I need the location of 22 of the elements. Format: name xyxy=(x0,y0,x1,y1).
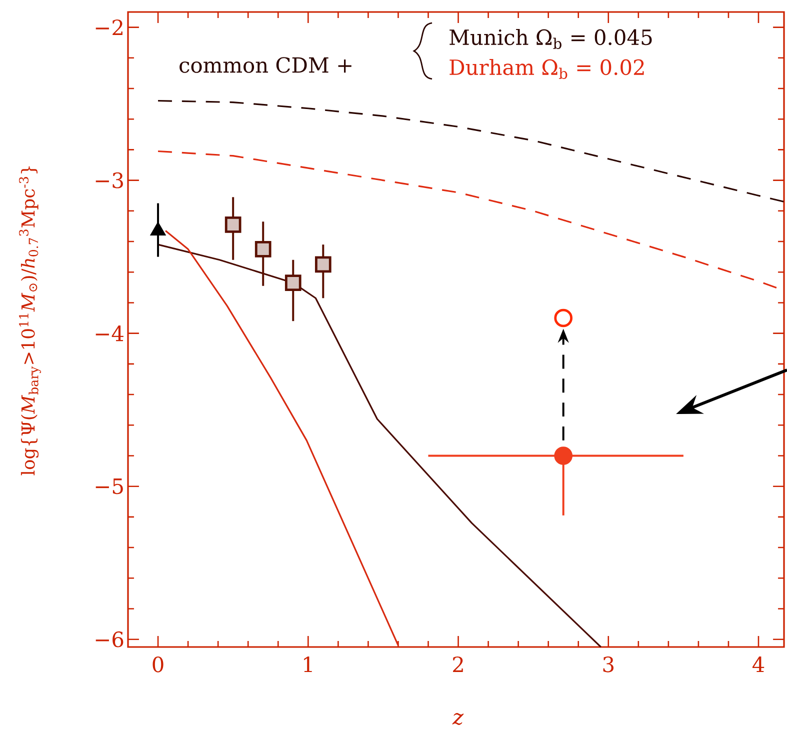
point xyxy=(554,308,573,328)
point xyxy=(284,274,302,291)
y-tick-label: −6 xyxy=(96,631,124,648)
text: log{Ψ(M$_{bary}$>10$^{11}$M$_{⊙}$)/h$_{0.7}$$^{3}$Mpc$^{-3}$} xyxy=(19,166,41,476)
line-series xyxy=(157,244,602,648)
x-tick-label: 3 xyxy=(603,656,614,672)
text: Munich Ω$_{b}$ = 0.045 xyxy=(450,28,652,50)
x-tick-label: 4 xyxy=(752,656,764,672)
y-tick-label: −4 xyxy=(96,326,124,342)
y-tick-label: −2 xyxy=(96,20,122,36)
legend-title: common CDM + xyxy=(180,57,352,73)
point xyxy=(254,240,272,258)
x-tick-label: 1 xyxy=(304,656,312,672)
x-tick-label: 2 xyxy=(453,656,463,672)
point xyxy=(314,256,332,273)
y-tick-label: −3 xyxy=(96,172,123,188)
point xyxy=(554,446,573,465)
text: Durham Ω$_{b}$ = 0.02 xyxy=(450,58,644,80)
point xyxy=(224,216,242,233)
x-tick-label: 0 xyxy=(152,656,164,672)
x-axis-title: z xyxy=(452,713,464,725)
y-tick-label: −5 xyxy=(96,478,123,494)
